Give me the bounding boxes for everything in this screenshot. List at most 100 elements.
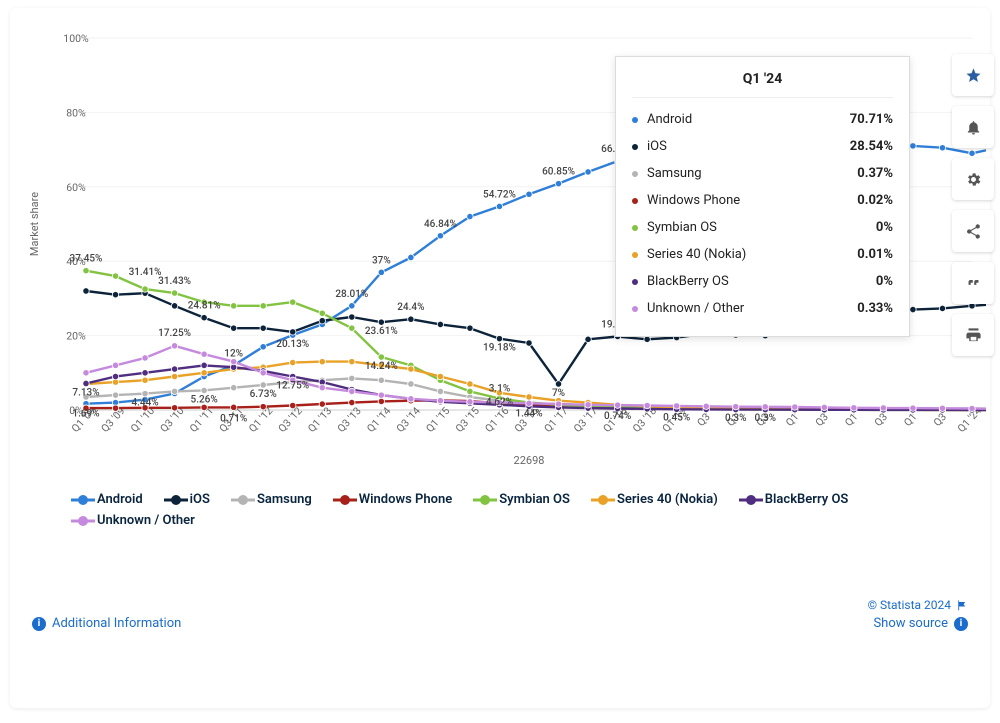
svg-text:4.62%: 4.62% [486,397,513,408]
favorite-button[interactable] [952,54,994,96]
show-source-link[interactable]: Show source i [873,616,968,631]
tooltip-series-value: 0.37% [857,166,893,181]
svg-text:31.41%: 31.41% [129,267,162,278]
legend-label: Symbian OS [499,492,570,507]
chart-card: 0%20%40%60%80%100%Market shareQ1 '09Q3 '… [10,8,990,708]
svg-text:37.45%: 37.45% [70,254,103,265]
tooltip-series-value: 70.71% [850,112,893,127]
svg-text:Q3 '13: Q3 '13 [335,404,364,435]
svg-text:7%: 7% [552,388,565,399]
svg-text:0.3%: 0.3% [725,413,747,424]
svg-text:Q1: Q1 [842,410,860,428]
legend-marker [596,493,610,507]
share-button[interactable] [952,210,994,252]
chart-area: 0%20%40%60%80%100%Market shareQ1 '09Q3 '… [14,20,986,480]
tooltip-title: Q1 '24 [632,71,893,98]
legend-marker [76,493,90,507]
tooltip-series-value: 0.01% [857,247,893,262]
svg-text:1.69%: 1.69% [72,409,99,420]
svg-text:Q1: Q1 [783,410,801,428]
tooltip-row: Symbian OS 0% [632,214,893,241]
legend-item[interactable]: iOS [169,492,210,507]
legend-label: Unknown / Other [97,513,195,528]
show-source-label: Show source [873,616,948,631]
svg-text:14.24%: 14.24% [365,361,398,372]
print-button[interactable] [952,314,994,356]
legend-marker [744,493,758,507]
svg-text:4.44%: 4.44% [131,397,158,408]
svg-text:20.13%: 20.13% [276,339,309,350]
svg-text:Q1 '14: Q1 '14 [364,404,393,435]
tooltip-row: Unknown / Other0.33% [632,295,893,322]
legend-marker [236,493,250,507]
svg-text:22698: 22698 [514,454,545,467]
legend-label: Windows Phone [359,492,452,507]
legend-item[interactable]: Android [76,492,143,507]
bullet-icon [632,225,638,231]
legend-marker [76,514,90,528]
legend-item[interactable]: Unknown / Other [76,513,195,528]
svg-text:Q1: Q1 [901,410,919,428]
notify-button[interactable] [952,106,994,148]
legend-label: BlackBerry OS [765,492,849,507]
legend-label: iOS [190,492,210,507]
legend-item[interactable]: Series 40 (Nokia) [596,492,718,507]
bullet-icon [632,306,638,312]
svg-text:28.01%: 28.01% [335,289,368,300]
tooltip-series-label: iOS [647,139,667,154]
bullet-icon [632,279,638,285]
tooltip-series-label: Symbian OS [647,220,717,235]
svg-text:17.25%: 17.25% [158,328,191,339]
legend-label: Android [97,492,143,507]
svg-text:60.85%: 60.85% [542,167,575,178]
legend-marker [478,493,492,507]
legend-item[interactable]: Samsung [236,492,312,507]
svg-text:Q1 '13: Q1 '13 [305,404,334,435]
tooltip-series-label: Series 40 (Nokia) [647,247,746,262]
svg-text:0.45%: 0.45% [663,412,690,423]
svg-text:12.75%: 12.75% [276,381,309,392]
svg-text:37%: 37% [372,255,391,266]
legend-marker [169,493,183,507]
tooltip-series-value: 0.02% [857,193,893,208]
additional-info-link[interactable]: i Additional Information [32,616,181,631]
chart-tooltip: Q1 '24 Android 70.71% iOS 28.54% Samsung 0.37… [615,56,910,337]
svg-text:Market share: Market share [28,192,41,256]
legend-label: Samsung [257,492,312,507]
tooltip-row: iOS 28.54% [632,133,893,160]
tooltip-series-label: Windows Phone [647,193,740,208]
tooltip-series-label: Android [647,112,692,127]
tooltip-row: Series 40 (Nokia) 0.01% [632,241,893,268]
svg-text:5.26%: 5.26% [191,394,218,405]
legend-item[interactable]: Symbian OS [478,492,570,507]
svg-text:Q3 '14: Q3 '14 [394,404,423,435]
info-icon: i [32,617,46,631]
svg-text:1.44%: 1.44% [515,409,542,420]
tooltip-row: BlackBerry OS0% [632,268,893,295]
tooltip-series-value: 0% [876,220,893,235]
svg-text:54.72%: 54.72% [483,189,516,200]
legend-item[interactable]: Windows Phone [338,492,452,507]
tooltip-series-value: 28.54% [850,139,893,154]
svg-text:12%: 12% [224,348,243,359]
legend-item[interactable]: BlackBerry OS [744,492,849,507]
svg-text:46.84%: 46.84% [424,219,457,230]
svg-text:Q3 '12: Q3 '12 [275,404,304,435]
svg-text:24.81%: 24.81% [188,301,221,312]
svg-text:0.71%: 0.71% [220,413,247,424]
svg-text:Q3: Q3 [872,410,891,429]
settings-button[interactable] [952,158,994,200]
cite-button[interactable] [952,262,994,304]
bullet-icon [632,252,638,258]
svg-text:31.43%: 31.43% [158,276,191,287]
svg-text:Q1 '15: Q1 '15 [423,404,452,435]
svg-text:19.18%: 19.18% [483,343,516,354]
svg-text:Q3 '15: Q3 '15 [453,404,482,435]
tooltip-row: Windows Phone 0.02% [632,187,893,214]
legend-label: Series 40 (Nokia) [617,492,718,507]
tooltip-series-label: Samsung [647,166,702,181]
svg-text:Q3: Q3 [931,410,950,429]
svg-text:Q3: Q3 [694,410,713,429]
svg-text:0.74%: 0.74% [604,411,631,422]
legend-marker [338,493,352,507]
